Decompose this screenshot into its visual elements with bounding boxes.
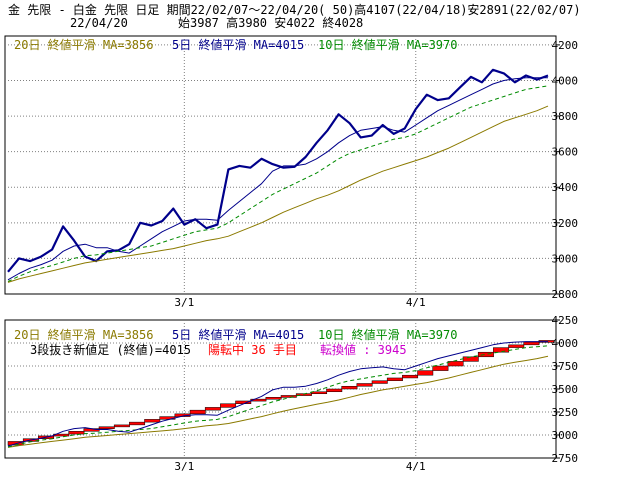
lower-series-ma10 (7, 345, 549, 448)
lower-brick (402, 374, 419, 379)
lower-brick (356, 383, 373, 387)
lower-brick (341, 385, 358, 390)
lower-brick (417, 370, 434, 376)
upper-series-close (7, 68, 549, 273)
upper-legend-ma20: 20日 終値平滑 MA=3856 (14, 37, 153, 52)
lower-brick (432, 365, 449, 371)
lower-brick (98, 426, 115, 429)
upper-y-tick-label: 3200 (552, 217, 579, 230)
upper-series-ma10 (7, 85, 549, 282)
upper-y-tick-label: 3600 (552, 146, 579, 159)
chart-header-date: 22/04/20 (70, 16, 128, 30)
upper-y-tick-label: 2800 (552, 288, 579, 301)
upper-y-axis: 2800 3000 3200 3400 3600 3800 4000 4200 (552, 39, 579, 301)
upper-series-ma20 (7, 105, 549, 283)
lower-brick (265, 397, 282, 400)
upper-panel-frame (4, 35, 557, 295)
lower-brick (508, 344, 525, 348)
upper-x-axis: 3/1 4/1 (174, 296, 425, 309)
upper-y-tick-label: 4000 (552, 74, 579, 87)
upper-legend-ma5: 5日 終値平滑 MA=4015 (172, 37, 304, 52)
chart-header-ohlc: 始3987 高3980 安4022 終4028 (178, 15, 363, 30)
chart-header-title: 金 先限 - 白金 先限 日足 期間22/02/07～22/04/20( 50)… (8, 2, 581, 17)
lower-x-tick-label: 3/1 (174, 460, 194, 473)
upper-y-tick-label: 3800 (552, 110, 579, 123)
lower-legend-ma5: 5日 終値平滑 MA=4015 (172, 327, 304, 342)
lower-brick (371, 380, 388, 384)
upper-series-ma5 (7, 77, 548, 281)
lower-y-tick-label: 4250 (552, 314, 579, 327)
lower-brick (386, 377, 403, 381)
lower-brick (280, 395, 297, 398)
upper-legend-ma10: 10日 終値平滑 MA=3970 (318, 37, 457, 52)
lower-brick (462, 356, 479, 362)
lower-brick (204, 407, 221, 411)
upper-x-tick-label: 3/1 (174, 296, 194, 309)
lower-x-tick-label: 4/1 (406, 460, 426, 473)
lower-brick (189, 409, 206, 415)
upper-series-group (7, 68, 549, 283)
lower-legend-ma10: 10日 終値平滑 MA=3970 (318, 327, 457, 342)
lower-brick (493, 347, 510, 353)
lower-y-tick-label: 3250 (552, 406, 579, 419)
lower-brick (477, 351, 494, 358)
lower-brick (220, 403, 237, 408)
lower-legend-ma20: 20日 終値平滑 MA=3856 (14, 327, 153, 342)
lower-status-conv: 転換値 : 3945 (320, 342, 407, 357)
lower-gridlines (5, 320, 556, 458)
lower-brick (68, 431, 85, 435)
lower-y-axis: 2750 3000 3250 3500 3750 4000 4250 (552, 314, 579, 465)
lower-brick (311, 391, 328, 395)
lower-brick (326, 388, 343, 393)
lower-y-tick-label: 3750 (552, 360, 579, 373)
lower-y-tick-label: 3500 (552, 383, 579, 396)
lower-series-ma20 (7, 355, 549, 448)
lower-brick (250, 398, 267, 402)
lower-series-ma5 (7, 341, 548, 447)
lower-x-axis: 3/1 4/1 (174, 460, 425, 473)
upper-y-tick-label: 3400 (552, 181, 579, 194)
upper-gridlines (5, 36, 556, 294)
lower-brick (447, 361, 464, 367)
upper-y-tick-label: 3000 (552, 252, 579, 265)
lower-brick (523, 341, 540, 346)
lower-status-turn: 陽転中 36 手目 (208, 342, 297, 357)
lower-y-tick-label: 2750 (552, 452, 579, 465)
lower-status-main: 3段抜き新値足 (終値)=4015 (30, 342, 191, 357)
lower-brick (144, 419, 161, 423)
lower-y-tick-label: 3000 (552, 429, 579, 442)
lower-y-tick-label: 4000 (552, 337, 579, 350)
upper-x-tick-label: 4/1 (406, 296, 426, 309)
lower-brick (113, 424, 130, 428)
lower-brick (129, 421, 146, 426)
upper-y-tick-label: 4200 (552, 39, 579, 52)
lower-series-group (7, 341, 549, 448)
